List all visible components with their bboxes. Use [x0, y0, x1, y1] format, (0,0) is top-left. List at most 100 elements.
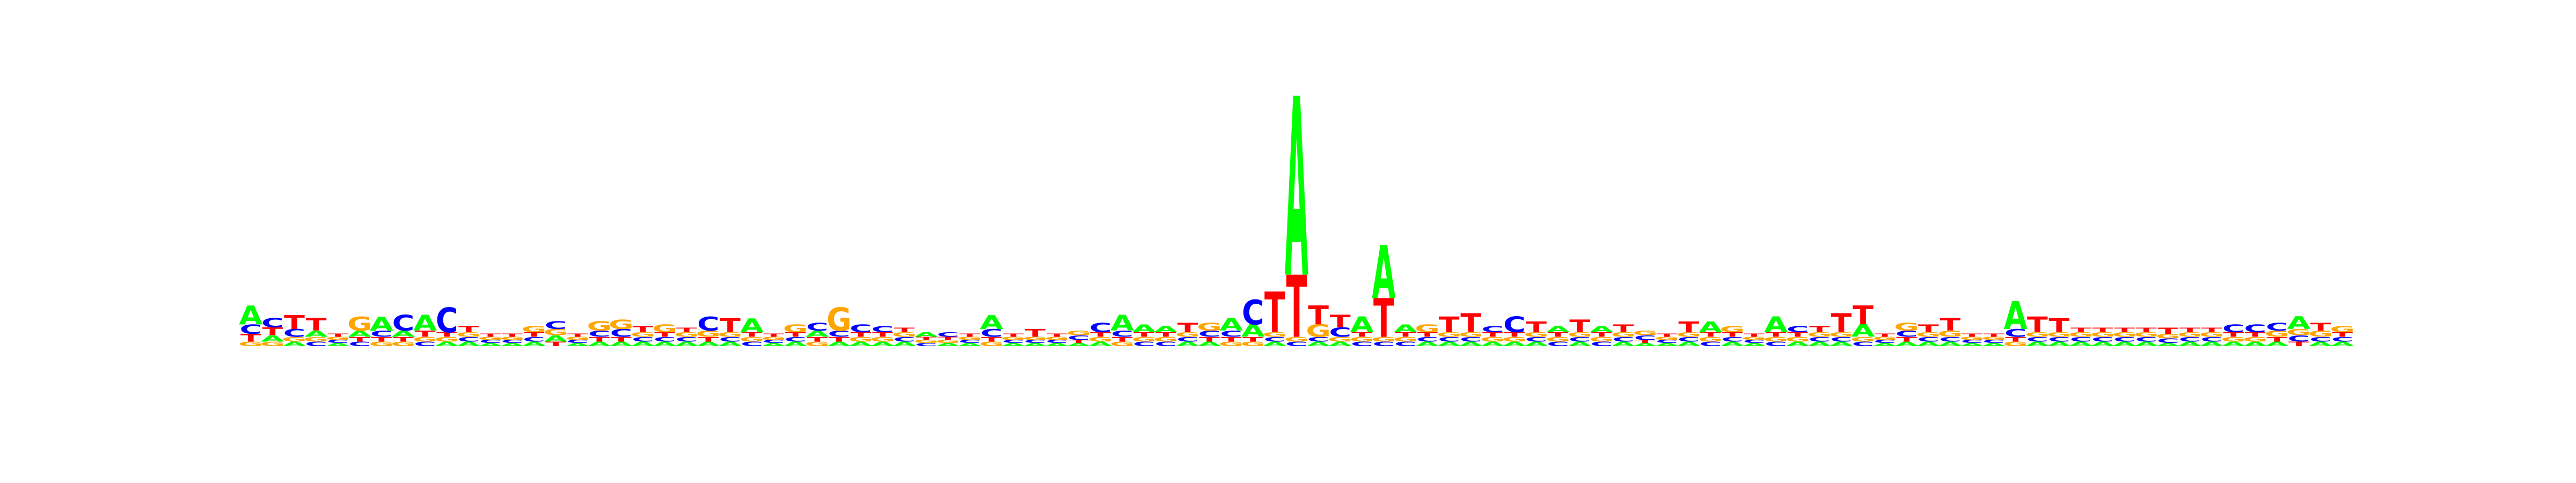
logo-letter-C: C	[2113, 335, 2136, 343]
logo-letter-T: T	[611, 335, 632, 343]
logo-letter-T: T	[1460, 309, 1481, 338]
logo-letter-G: G	[1022, 336, 1048, 341]
logo-letter-C: C	[2244, 323, 2266, 335]
logo-letter-G: G	[870, 335, 895, 343]
logo-letter-G: G	[1219, 340, 1244, 348]
logo-letter-A: A	[718, 340, 742, 348]
logo-letter-A: A	[2047, 340, 2071, 348]
logo-letter-C: C	[1416, 335, 1439, 343]
logo-letter-T: T	[415, 329, 436, 339]
logo-letter-G: G	[805, 340, 830, 348]
logo-letter-C: C	[566, 339, 589, 344]
logo-letter-G: G	[1306, 321, 1331, 341]
logo-letter-T: T	[349, 335, 370, 343]
logo-letter-T: T	[2267, 335, 2288, 343]
logo-letter-C: C	[1896, 329, 1918, 339]
logo-letter-G: G	[587, 319, 612, 334]
logo-letter-T: T	[502, 333, 523, 338]
logo-letter-T: T	[1242, 335, 1263, 343]
logo-letter-C: C	[1482, 324, 1504, 334]
logo-letter-G: G	[325, 336, 350, 341]
logo-letter-C: C	[283, 327, 306, 339]
logo-letter-T: T	[2179, 326, 2200, 334]
logo-letter-A: A	[1786, 340, 1810, 348]
logo-letter-T: T	[1678, 318, 1699, 336]
logo-letter-G: G	[1676, 331, 1701, 339]
logo-letter-A: A	[2091, 340, 2114, 348]
logo-letter-T: T	[1657, 333, 1678, 338]
logo-letter-A: A	[1132, 323, 1156, 335]
logo-letter-T: T	[1069, 339, 1089, 344]
logo-letter-G: G	[391, 340, 416, 348]
logo-letter-T: T	[633, 324, 654, 334]
logo-letter-T: T	[1308, 301, 1329, 331]
logo-letter-G: G	[1415, 323, 1440, 335]
logo-letter-C: C	[1765, 340, 1787, 348]
logo-letter-T: T	[2310, 321, 2331, 333]
logo-letter-A: A	[1154, 324, 1178, 334]
logo-letter-T: T	[2245, 331, 2266, 339]
logo-letter-A: A	[1829, 340, 1853, 348]
logo-letter-C: C	[1307, 335, 1330, 343]
logo-letter-C: C	[1024, 339, 1046, 344]
logo-letter-C: C	[1612, 335, 1635, 343]
logo-letter-A: A	[1721, 340, 1744, 348]
logo-letter-A: A	[1285, 47, 1308, 333]
logo-letter-G: G	[935, 339, 961, 344]
logo-letter-C: C	[1874, 339, 1896, 344]
logo-letter-T: T	[2158, 326, 2179, 336]
logo-letter-A: A	[1328, 340, 1352, 348]
logo-letter-T: T	[306, 314, 327, 334]
logo-letter-A: A	[1982, 342, 2006, 347]
logo-letter-T: T	[480, 333, 501, 338]
logo-letter-C: C	[632, 335, 654, 343]
logo-letter-G: G	[1328, 335, 1353, 343]
logo-letter-C: C	[2135, 335, 2157, 343]
logo-letter-G: G	[565, 336, 590, 341]
logo-letter-T: T	[1635, 339, 1656, 344]
logo-letter-C: C	[1503, 312, 1526, 338]
logo-letter-C: C	[1438, 335, 1460, 343]
logo-letter-A: A	[1350, 312, 1374, 338]
logo-letter-G: G	[2243, 335, 2268, 343]
logo-letter-T: T	[785, 331, 806, 339]
logo-letter-G: G	[1872, 336, 1898, 341]
logo-letter-A: A	[1110, 311, 1134, 336]
logo-letter-A: A	[914, 331, 938, 339]
logo-letter-C: C	[1656, 339, 1678, 344]
logo-letter-G: G	[1763, 335, 1789, 343]
logo-letter-G: G	[826, 301, 852, 339]
logo-letter-A: A	[1612, 340, 1635, 348]
logo-letter-G: G	[1153, 335, 1179, 343]
logo-letter-T: T	[807, 335, 828, 343]
logo-letter-T: T	[1373, 288, 1394, 350]
logo-letter-C: C	[2331, 335, 2354, 343]
logo-letter-C: C	[675, 335, 698, 343]
logo-letter-A: A	[1960, 342, 1985, 347]
logo-letter-T: T	[393, 335, 414, 343]
logo-letter-C: C	[1678, 335, 1700, 343]
logo-letter-C: C	[457, 335, 480, 343]
logo-letter-C: C	[1634, 334, 1657, 341]
logo-letter-C: C	[1721, 335, 1744, 343]
logo-letter-A: A	[871, 340, 895, 348]
logo-letter-C: C	[2070, 335, 2092, 343]
logo-letter-C: C	[2266, 321, 2288, 333]
logo-letter-A: A	[479, 342, 503, 347]
logo-letter-T: T	[1264, 281, 1285, 345]
